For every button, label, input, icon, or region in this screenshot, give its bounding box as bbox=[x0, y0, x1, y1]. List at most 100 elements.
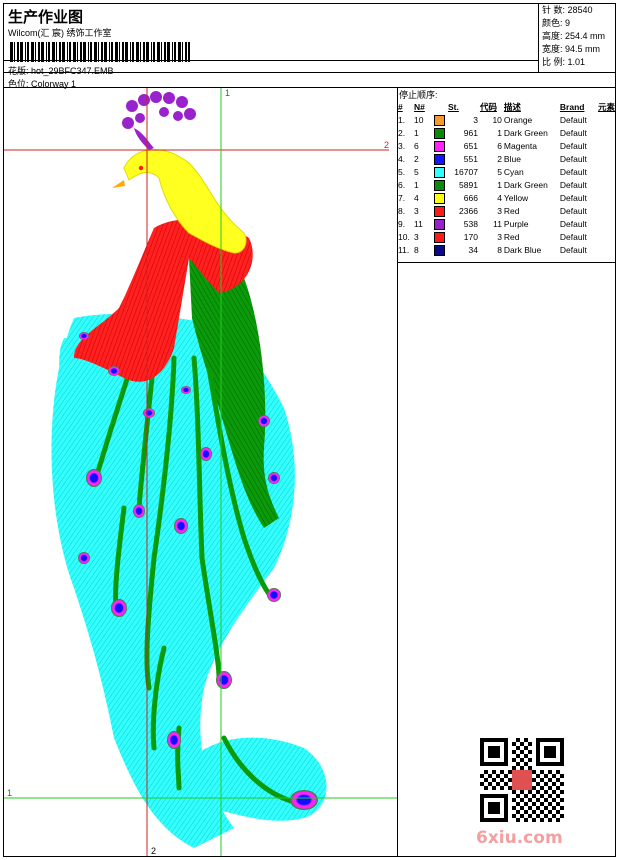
divider bbox=[4, 60, 538, 61]
col-needle: N# bbox=[413, 102, 425, 112]
stitch-count: 针 数: 28540 bbox=[542, 5, 593, 15]
row-needle: 1 bbox=[413, 128, 419, 138]
divider bbox=[4, 72, 538, 73]
row-index: 10. bbox=[398, 232, 410, 242]
color-swatch bbox=[433, 115, 445, 127]
row-description: Orange bbox=[503, 115, 533, 125]
row-elements bbox=[597, 114, 616, 127]
table-row[interactable]: 8. 3 2366 3 Red Default bbox=[397, 205, 616, 218]
row-index: 7. bbox=[398, 193, 406, 203]
table-row[interactable]: 7. 4 666 4 Yellow Default bbox=[397, 192, 616, 205]
col-description: 描述 bbox=[503, 102, 521, 112]
guide-label: 1 bbox=[7, 788, 13, 798]
row-code: 3 bbox=[497, 232, 502, 242]
row-elements bbox=[597, 140, 616, 153]
peacock-embroidery-image bbox=[4, 88, 397, 856]
row-stitches: 2366 bbox=[459, 206, 478, 216]
row-stitches: 651 bbox=[463, 141, 478, 151]
color-swatch bbox=[433, 245, 445, 257]
colorway-label: 色位: Colorway 1 bbox=[8, 79, 77, 89]
page-frame bbox=[3, 3, 616, 857]
row-stitches: 5891 bbox=[459, 180, 478, 190]
row-stitches: 170 bbox=[463, 232, 478, 242]
row-code: 6 bbox=[497, 141, 502, 151]
color-swatch bbox=[433, 180, 445, 192]
table-row[interactable]: 5. 5 16707 5 Cyan Default bbox=[397, 166, 616, 179]
guide-label: 2 bbox=[151, 846, 157, 856]
row-swatch bbox=[433, 192, 447, 205]
row-index: 5. bbox=[398, 167, 406, 177]
row-stitches: 551 bbox=[463, 154, 478, 164]
row-swatch bbox=[433, 114, 447, 127]
design-file-name: 花版: hot_29BFC347.EMB bbox=[8, 66, 114, 76]
eye bbox=[138, 165, 144, 171]
row-stitches: 16707 bbox=[454, 167, 478, 177]
table-row[interactable]: 11. 8 34 8 Dark Blue Default bbox=[397, 244, 616, 257]
design-scale: 比 例: 1.01 bbox=[542, 57, 586, 67]
row-swatch bbox=[433, 153, 447, 166]
col-elements: 元素 bbox=[597, 102, 615, 112]
row-elements bbox=[597, 244, 616, 257]
row-description: Dark Green bbox=[503, 180, 548, 190]
row-needle: 8 bbox=[413, 245, 419, 255]
col-code: 代码 bbox=[479, 102, 497, 112]
row-needle: 11 bbox=[413, 219, 423, 229]
row-description: Cyan bbox=[503, 167, 524, 177]
row-brand: Default bbox=[559, 219, 587, 229]
green-wing bbox=[189, 253, 279, 529]
row-index: 3. bbox=[398, 141, 406, 151]
row-index: 11. bbox=[398, 245, 410, 255]
table-row[interactable]: 6. 1 5891 1 Dark Green Default bbox=[397, 179, 616, 192]
color-sequence-table: # N# St. 代码 描述 Brand 元素 1. 10 3 10 Orange Def… bbox=[397, 101, 616, 257]
row-needle: 2 bbox=[413, 154, 419, 164]
row-brand: Default bbox=[559, 245, 587, 255]
red-chest bbox=[74, 219, 253, 382]
row-brand: Default bbox=[559, 180, 587, 190]
design-preview[interactable]: 1 2 1 2 bbox=[4, 88, 397, 856]
row-brand: Default bbox=[559, 154, 587, 164]
divider bbox=[4, 87, 616, 88]
table-row[interactable]: 9. 11 538 11 Purple Default bbox=[397, 218, 616, 231]
row-code: 3 bbox=[497, 206, 502, 216]
row-swatch bbox=[433, 179, 447, 192]
row-stitches: 666 bbox=[463, 193, 478, 203]
row-swatch bbox=[433, 166, 447, 179]
row-description: Yellow bbox=[503, 193, 529, 203]
table-row[interactable]: 3. 6 651 6 Magenta Default bbox=[397, 140, 616, 153]
row-needle: 3 bbox=[413, 232, 419, 242]
row-index: 4. bbox=[398, 154, 406, 164]
color-swatch bbox=[433, 141, 445, 153]
qr-code-icon bbox=[480, 738, 564, 822]
table-row[interactable]: 10. 3 170 3 Red Default bbox=[397, 231, 616, 244]
studio-name: Wilcom(汇 宸) 绣饰工作室 bbox=[8, 28, 112, 38]
row-code: 1 bbox=[497, 128, 502, 138]
row-code: 10 bbox=[492, 115, 502, 125]
table-header-row: # N# St. 代码 描述 Brand 元素 bbox=[397, 101, 616, 114]
divider bbox=[397, 88, 398, 857]
row-description: Blue bbox=[503, 154, 521, 164]
stop-sequence-title: 停止顺序: bbox=[399, 90, 438, 100]
row-stitches: 961 bbox=[463, 128, 478, 138]
row-needle: 10 bbox=[413, 115, 424, 125]
row-index: 9. bbox=[398, 219, 406, 229]
table-row[interactable]: 1. 10 3 10 Orange Default bbox=[397, 114, 616, 127]
row-elements bbox=[597, 127, 616, 140]
row-brand: Default bbox=[559, 115, 587, 125]
table-row[interactable]: 2. 1 961 1 Dark Green Default bbox=[397, 127, 616, 140]
color-swatch bbox=[433, 232, 445, 244]
page-title: 生产作业图 bbox=[8, 8, 84, 26]
color-swatch bbox=[433, 167, 445, 179]
table-row[interactable]: 4. 2 551 2 Blue Default bbox=[397, 153, 616, 166]
row-description: Red bbox=[503, 206, 520, 216]
row-elements bbox=[597, 192, 616, 205]
row-description: Magenta bbox=[503, 141, 538, 151]
row-needle: 4 bbox=[413, 193, 419, 203]
row-needle: 6 bbox=[413, 141, 419, 151]
color-swatch bbox=[433, 206, 445, 218]
row-needle: 3 bbox=[413, 206, 419, 216]
barcode-icon bbox=[10, 42, 190, 62]
feather-eyes bbox=[78, 332, 318, 810]
row-elements bbox=[597, 153, 616, 166]
row-code: 2 bbox=[497, 154, 502, 164]
guide-label: 2 bbox=[384, 140, 390, 150]
